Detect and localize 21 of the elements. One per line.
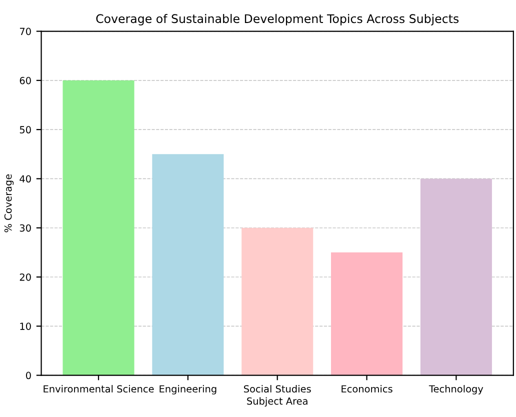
y-tick-label: 10	[20, 322, 31, 330]
x-tick-label: Technology	[428, 385, 484, 394]
x-tick-label: Economics	[342, 385, 392, 393]
x-axis-title: Subject Area	[247, 397, 308, 407]
y-tick-label: 30	[20, 224, 31, 232]
x-tick-label: Environmental Science	[44, 385, 154, 393]
y-tick-label: 20	[20, 273, 31, 281]
y-axis-title: % Coverage	[4, 174, 14, 232]
y-tick-label: 0	[26, 372, 31, 380]
bar	[331, 252, 403, 376]
y-tick-label: 40	[20, 175, 31, 183]
y-tick-label: 50	[20, 126, 31, 134]
bar	[242, 228, 314, 376]
bar	[62, 80, 134, 376]
x-tick-label: Social Studies	[244, 385, 311, 393]
bar	[152, 154, 224, 376]
y-tick-label: 70	[20, 28, 31, 36]
bar	[420, 178, 492, 376]
x-tick-label: Engineering	[160, 385, 216, 394]
y-tick-label: 60	[20, 76, 31, 84]
chart-title: Coverage of Sustainable Development Topics Across Subjects	[96, 14, 459, 26]
